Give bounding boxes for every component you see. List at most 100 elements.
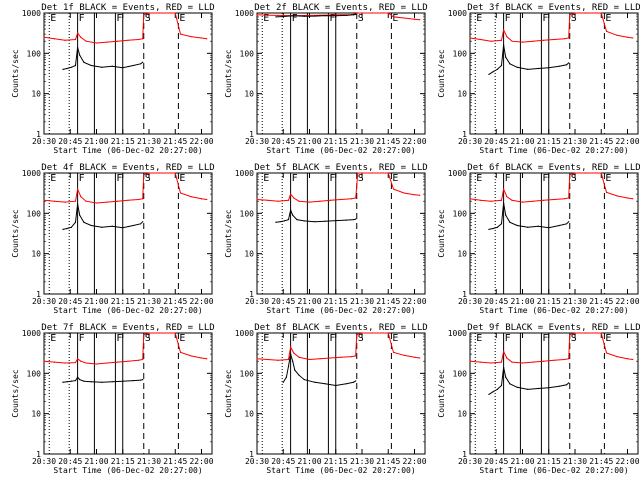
events-series-line	[62, 47, 143, 70]
lld-series-line-point	[403, 17, 405, 19]
y-tick-label: 1000	[235, 329, 254, 338]
events-series-line-point	[509, 63, 511, 65]
y-tick-label: 100	[240, 49, 255, 58]
x-tick-label: 21:15	[324, 137, 348, 146]
lld-series-line-point	[142, 38, 144, 40]
x-tick-label: 21:45	[376, 457, 400, 466]
lld-series-line-point	[158, 12, 161, 14]
y-tick-label: 10	[457, 90, 467, 99]
lld-series-line-point	[490, 362, 492, 364]
y-tick-label: 1	[462, 450, 467, 459]
events-series-line-point	[527, 388, 529, 390]
lld-series-line-point	[503, 29, 505, 31]
x-tick-label: 21:00	[84, 137, 108, 146]
y-tick-label: 1000	[448, 329, 467, 338]
panel-title: Det 5f BLACK = Events, RED = LLD	[254, 163, 427, 173]
events-series-line-point	[292, 214, 294, 216]
x-tick-label: 21:15	[537, 457, 561, 466]
marker-label: F	[116, 333, 122, 344]
lld-series-line-point	[563, 358, 566, 361]
events-series-line-point	[353, 218, 355, 221]
events-series-line-point	[101, 66, 103, 68]
lld-series-line-point	[616, 195, 618, 197]
marker-label: F	[79, 333, 85, 344]
x-tick-label: 20:30	[32, 297, 56, 306]
plot-frame	[43, 332, 213, 455]
marker-label: E	[476, 173, 482, 184]
marker-label: S	[571, 13, 577, 24]
lld-series-line-point	[413, 356, 416, 358]
x-axis-label: Start Time (06-Dec-02 20:27:00)	[53, 306, 202, 315]
marker-label: F	[329, 173, 335, 184]
lld-series-line-point	[80, 195, 82, 198]
lld-series-line-point	[116, 200, 119, 202]
lld-series-line	[43, 172, 207, 204]
events-series-line	[488, 45, 570, 75]
events-series-line-point	[79, 214, 81, 216]
events-series-line-point	[353, 381, 355, 383]
lld-series-line	[43, 12, 207, 44]
x-tick-label: 21:15	[537, 137, 561, 146]
events-series-line-point	[488, 393, 490, 396]
lld-series-line-point	[392, 16, 395, 18]
lld-series-line-point	[95, 363, 98, 365]
events-series-line-point	[496, 68, 498, 70]
marker-label: E	[392, 13, 398, 24]
x-tick-label: 20:45	[271, 137, 295, 146]
lld-series-line-point	[632, 37, 634, 39]
y-axis-label: Counts/sec	[11, 209, 20, 257]
lld-series-line-point	[479, 361, 482, 363]
events-series-line-point	[492, 71, 494, 73]
marker-label: E	[50, 13, 56, 24]
lld-series-line-point	[190, 195, 192, 198]
lld-series-line-point	[371, 12, 374, 14]
panel-det-5: Det 5f BLACK = Events, RED = LLD 1 10 100 10…	[224, 163, 428, 315]
events-series-line-point	[509, 383, 511, 385]
y-tick-label: 1000	[448, 9, 467, 18]
y-tick-label: 1	[36, 290, 41, 299]
marker-label: F	[292, 13, 298, 24]
events-series-line-point	[140, 223, 142, 225]
x-tick-label: 21:30	[563, 457, 587, 466]
lld-series-line-point	[605, 30, 608, 32]
lld-series-line-point	[200, 198, 203, 200]
x-tick-label: 22:00	[402, 297, 426, 306]
lld-series-line-point	[569, 334, 571, 336]
lld-series-line-point	[616, 355, 618, 358]
events-series-line-point	[568, 62, 570, 64]
lld-series-line	[469, 12, 633, 43]
lld-series-line-point	[595, 332, 597, 334]
lld-series-line-point	[532, 361, 534, 363]
events-series-line-point	[90, 64, 92, 67]
lld-series-line-point	[308, 201, 311, 203]
events-series-line-point	[70, 66, 72, 68]
events-series-line-point	[314, 381, 316, 383]
lld-series-line-point	[356, 334, 358, 336]
lld-series-line-point	[95, 202, 98, 204]
lld-series-line-point	[511, 361, 513, 363]
lld-series-line-point	[95, 42, 98, 44]
lld-series-line-point	[490, 40, 492, 42]
events-series-line-point	[142, 378, 144, 381]
x-tick-label: 22:00	[189, 457, 213, 466]
events-series-line-point	[488, 228, 490, 230]
lld-series-line-point	[532, 40, 534, 42]
lld-series-line-point	[43, 199, 45, 201]
plot-frame	[43, 12, 213, 135]
events-series-line-point	[516, 66, 518, 68]
lld-series-line-point	[568, 358, 570, 360]
events-series-line-point	[527, 68, 529, 70]
x-tick-label: 21:45	[163, 457, 187, 466]
lld-series-line-point	[605, 352, 608, 354]
y-tick-label: 10	[31, 250, 41, 259]
events-series-line-point	[292, 360, 294, 362]
events-series-line-point	[101, 226, 103, 228]
marker-label: F	[116, 13, 122, 24]
lld-series-line-point	[206, 198, 208, 201]
lld-series-line-point	[43, 360, 45, 362]
events-series-line	[488, 202, 570, 230]
events-series-line-point	[70, 380, 72, 382]
y-axis-label: Counts/sec	[224, 369, 233, 417]
lld-series-line-point	[419, 357, 421, 359]
events-series-line-point	[345, 14, 347, 17]
